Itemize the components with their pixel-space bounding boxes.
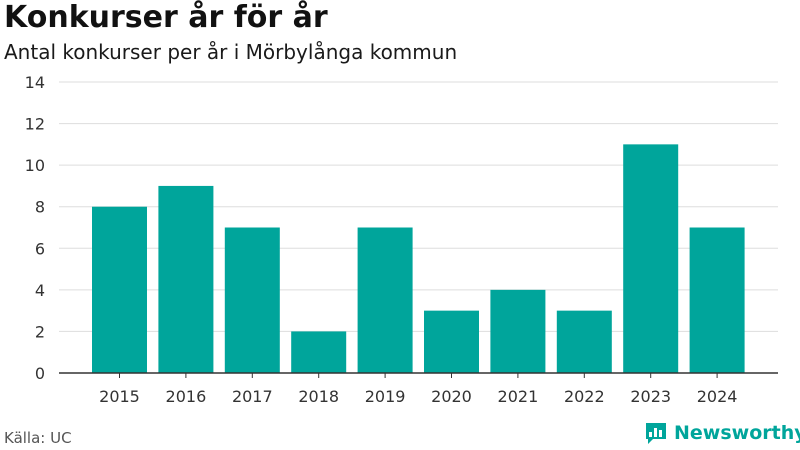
bar bbox=[158, 185, 214, 373]
brand-logo: Newsworthy bbox=[644, 420, 800, 446]
brand-name: Newsworthy bbox=[674, 422, 800, 444]
chart-subtitle: Antal konkurser per år i Mörbylånga komm… bbox=[4, 40, 458, 64]
bar bbox=[689, 227, 745, 373]
bar bbox=[92, 206, 147, 373]
x-tick-label: 2023 bbox=[630, 387, 671, 406]
x-tick-label: 2022 bbox=[564, 387, 605, 406]
x-tick-label: 2016 bbox=[166, 387, 207, 406]
x-tick-label: 2020 bbox=[431, 387, 472, 406]
y-tick-label: 6 bbox=[35, 239, 45, 258]
bar bbox=[291, 331, 347, 373]
x-tick-label: 2019 bbox=[365, 387, 406, 406]
y-tick-label: 10 bbox=[25, 156, 45, 175]
x-tick-label: 2024 bbox=[697, 387, 738, 406]
y-tick-label: 0 bbox=[35, 364, 45, 383]
bar bbox=[424, 310, 479, 373]
bar bbox=[224, 227, 280, 373]
x-tick-label: 2018 bbox=[298, 387, 339, 406]
x-tick-label: 2017 bbox=[232, 387, 273, 406]
y-tick-label: 4 bbox=[35, 281, 45, 300]
y-tick-label: 2 bbox=[35, 322, 45, 341]
bar bbox=[490, 289, 546, 373]
y-tick-label: 8 bbox=[35, 198, 45, 217]
x-tick-label: 2015 bbox=[99, 387, 140, 406]
y-tick-label: 12 bbox=[25, 115, 45, 134]
x-tick-label: 2021 bbox=[498, 387, 539, 406]
bar-chart-speech-bubble-icon bbox=[646, 423, 666, 444]
bar bbox=[357, 227, 413, 373]
bar bbox=[556, 310, 612, 373]
y-tick-label: 14 bbox=[25, 73, 45, 92]
source-note: Källa: UC bbox=[4, 429, 72, 447]
bar bbox=[623, 144, 679, 373]
chart-title: Konkurser år för år bbox=[4, 0, 328, 35]
